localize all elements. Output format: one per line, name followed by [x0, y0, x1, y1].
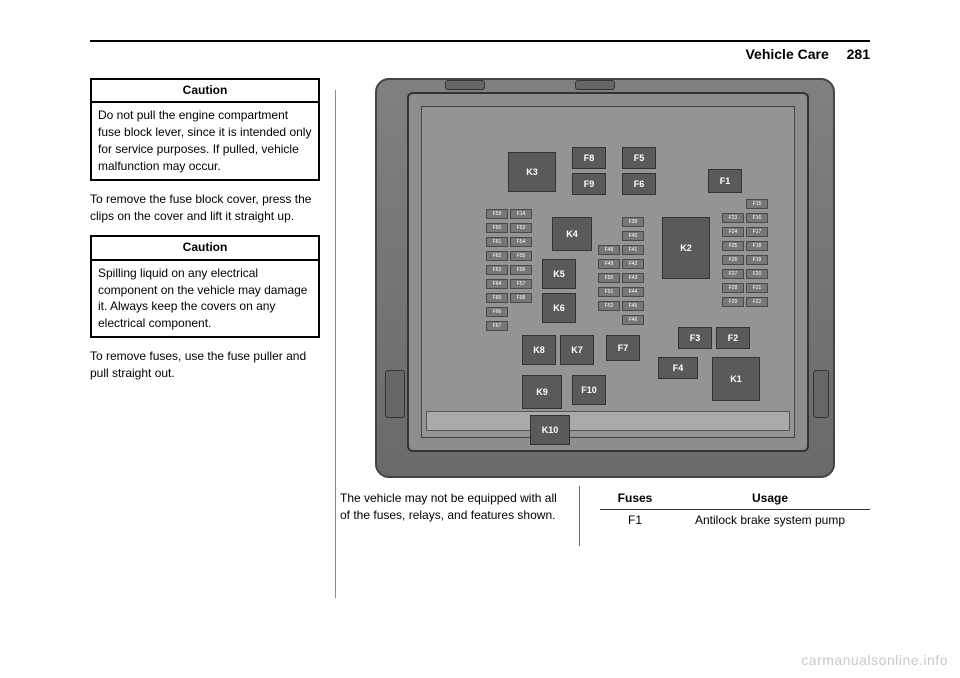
- fuse-k6: K6: [542, 293, 576, 323]
- mini-fuse-f56: F56: [510, 265, 532, 275]
- paragraph: To remove the fuse block cover, press th…: [90, 191, 320, 226]
- fuse-f3: F3: [678, 327, 712, 349]
- mini-fuse-f49: F49: [598, 259, 620, 269]
- mini-fuse-f25: F25: [722, 241, 744, 251]
- mini-fuse-f19: F19: [746, 255, 768, 265]
- mini-fuse-f43: F43: [622, 273, 644, 283]
- caution-box-2: Caution Spilling liquid on any electrica…: [90, 235, 320, 338]
- mini-fuse-f20: F20: [746, 269, 768, 279]
- paragraph: To remove fuses, use the fuse puller and…: [90, 348, 320, 383]
- mini-fuse-f63: F63: [486, 265, 508, 275]
- caution-body: Do not pull the engine compartment fuse …: [92, 103, 318, 178]
- mini-fuse-f55: F55: [510, 251, 532, 261]
- caution-box-1: Caution Do not pull the engine compartme…: [90, 78, 320, 181]
- mini-fuse-f39: F39: [622, 217, 644, 227]
- table-row: F1 Antilock brake system pump: [600, 512, 870, 529]
- mini-fuse-f15: F15: [746, 199, 768, 209]
- mini-fuse-f21: F21: [746, 283, 768, 293]
- fuse-f8: F8: [572, 147, 606, 169]
- fuse-table: Fuses Usage F1 Antilock brake system pum…: [600, 486, 870, 546]
- mini-fuse-f23: F23: [722, 213, 744, 223]
- caution-body: Spilling liquid on any electrical compon…: [92, 261, 318, 336]
- mini-fuse-f41: F41: [622, 245, 644, 255]
- fuse-k9: K9: [522, 375, 562, 409]
- left-column: Caution Do not pull the engine compartme…: [90, 78, 320, 546]
- mini-fuse-f48: F48: [598, 245, 620, 255]
- table-head-usage: Usage: [670, 490, 870, 507]
- fuse-k10: K10: [530, 415, 570, 445]
- mini-fuse-f65: F65: [486, 293, 508, 303]
- mini-fuse-f44: F44: [622, 287, 644, 297]
- mini-fuse-f54: F54: [510, 237, 532, 247]
- fusebox-diagram: K3 K4 K5 K6 K8K7 K9 K10 K2 K1 F8 F9 F5 F6 F1 F7 F4 F3F2 F…: [375, 78, 835, 478]
- page-number: 281: [847, 46, 870, 62]
- mini-fuse-f28: F28: [722, 283, 744, 293]
- mini-fuse-f58: F58: [510, 293, 532, 303]
- fuse-f2: F2: [716, 327, 750, 349]
- mini-fuse-f60: F60: [486, 223, 508, 233]
- mini-fuse-f53: F53: [510, 223, 532, 233]
- right-column: K3 K4 K5 K6 K8K7 K9 K10 K2 K1 F8 F9 F5 F6 F1 F7 F4 F3F2 F…: [340, 78, 870, 546]
- table-cell: Antilock brake system pump: [670, 512, 870, 529]
- table-head-fuses: Fuses: [600, 490, 670, 507]
- fuse-k8: K8: [522, 335, 556, 365]
- mini-fuse-f64: F64: [486, 279, 508, 289]
- mini-fuse-f57: F57: [510, 279, 532, 289]
- mini-fuse-f45: F45: [622, 301, 644, 311]
- mini-fuse-f61: F61: [486, 237, 508, 247]
- table-cell: F1: [600, 512, 670, 529]
- fuse-f5: F5: [622, 147, 656, 169]
- mini-fuse-f67: F67: [486, 321, 508, 331]
- section-title: Vehicle Care: [745, 46, 828, 62]
- mini-fuse-f66: F66: [486, 307, 508, 317]
- mini-fuse-f24: F24: [722, 227, 744, 237]
- mini-fuse-f50: F50: [598, 273, 620, 283]
- mini-fuse-f17: F17: [746, 227, 768, 237]
- mini-fuse-f62: F62: [486, 251, 508, 261]
- fuse-k2: K2: [662, 217, 710, 279]
- mini-fuse-f22: F22: [746, 297, 768, 307]
- mini-fuse-f18: F18: [746, 241, 768, 251]
- fuse-f7: F7: [606, 335, 640, 361]
- mini-fuse-f40: F40: [622, 231, 644, 241]
- fuse-f9: F9: [572, 173, 606, 195]
- fuse-k1: K1: [712, 357, 760, 401]
- mini-fuse-f52: F52: [598, 301, 620, 311]
- mini-fuse-f42: F42: [622, 259, 644, 269]
- fuse-k5: K5: [542, 259, 576, 289]
- watermark: carmanualsonline.info: [801, 652, 948, 668]
- fuse-f1: F1: [708, 169, 742, 193]
- mini-fuse-f59: F59: [486, 209, 508, 219]
- fuse-k4: K4: [552, 217, 592, 251]
- fuse-f4: F4: [658, 357, 698, 379]
- mini-fuse-f46: F46: [622, 315, 644, 325]
- mini-fuse-f26: F26: [722, 255, 744, 265]
- fuse-f10: F10: [572, 375, 606, 405]
- caution-title: Caution: [92, 237, 318, 260]
- diagram-caption: The vehicle may not be equipped with all…: [340, 486, 580, 546]
- page-header: Vehicle Care 281: [90, 46, 870, 62]
- mini-fuse-f27: F27: [722, 269, 744, 279]
- mini-fuse-f51: F51: [598, 287, 620, 297]
- mini-fuse-f14: F14: [510, 209, 532, 219]
- mini-fuse-f16: F16: [746, 213, 768, 223]
- caution-title: Caution: [92, 80, 318, 103]
- fuse-k7: K7: [560, 335, 594, 365]
- fuse-k3: K3: [508, 152, 556, 192]
- fuse-f6: F6: [622, 173, 656, 195]
- mini-fuse-f29: F29: [722, 297, 744, 307]
